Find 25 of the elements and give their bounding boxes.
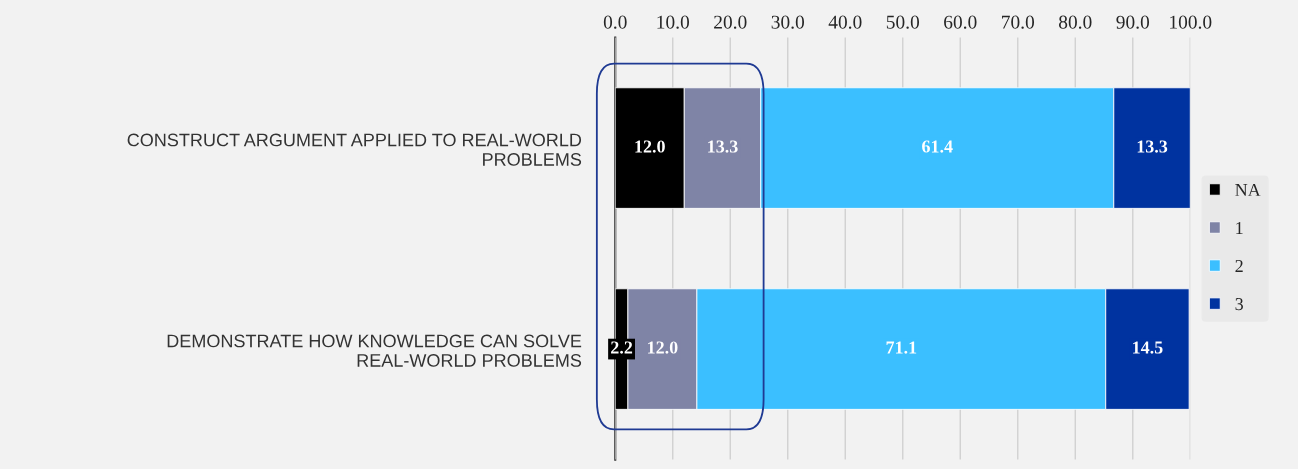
data-label: 2.2 [611,341,633,354]
data-label: 71.1 [886,341,917,354]
x-tick-label: 70.0 [1002,15,1035,29]
x-tick-label: 30.0 [771,15,805,29]
x-tick-label: 50.0 [886,15,920,29]
x-tick-label: 90.0 [1116,15,1150,29]
x-tick-label: 20.0 [714,15,747,29]
data-label: 12.0 [648,341,678,354]
x-tick-label: 60.0 [944,15,977,29]
x-tick-label: 100.0 [1170,15,1212,29]
x-tick-label: 10.0 [657,15,690,29]
legend-label: 1 [1236,221,1243,234]
x-tick-label: 80.0 [1058,15,1092,29]
legend-label: NA [1235,183,1261,196]
data-label: 12.0 [635,140,665,153]
y-tick-label: CONSTRUCT ARGUMENT APPLIED TO REAL-WORLD PROBLEMS [127,133,582,166]
x-tick-label: 0.0 [603,15,627,29]
legend-label: 3 [1235,298,1243,311]
y-tick-label: DEMONSTRATE HOW KNOWLEDGE CAN SOLVE REAL-WORLD PROBLEMS [167,334,582,367]
x-tick-label: 40.0 [828,15,862,29]
legend-label: 2 [1235,259,1243,272]
data-label: 14.5 [1133,341,1163,354]
data-label: 13.3 [708,140,738,153]
data-label: 13.3 [1137,140,1168,153]
data-label: 61.4 [922,140,953,153]
